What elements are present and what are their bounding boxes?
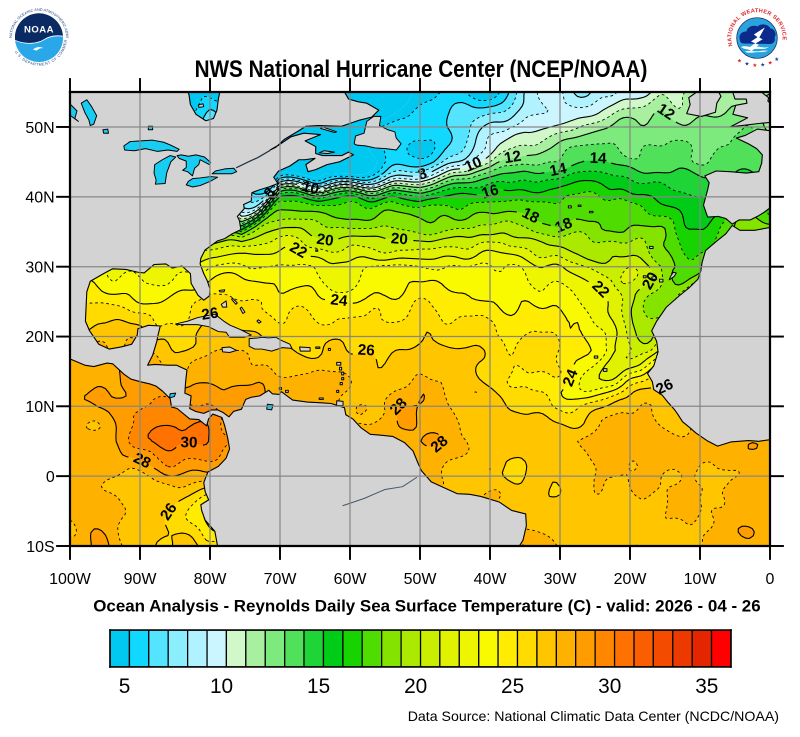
svg-text:10: 10 [210, 675, 233, 698]
svg-text:★: ★ [752, 62, 757, 69]
svg-text:80W: 80W [194, 571, 228, 588]
svg-text:20: 20 [315, 231, 334, 250]
svg-text:25: 25 [501, 675, 524, 698]
svg-text:10S: 10S [26, 539, 54, 556]
svg-text:12: 12 [503, 148, 522, 167]
svg-text:18: 18 [519, 204, 542, 227]
svg-text:Ocean Analysis - Reynolds Dail: Ocean Analysis - Reynolds Daily Sea Surf… [93, 597, 760, 616]
svg-text:70W: 70W [264, 571, 298, 588]
svg-text:0: 0 [766, 571, 775, 588]
svg-text:0: 0 [46, 469, 55, 486]
svg-text:24: 24 [330, 291, 349, 310]
svg-text:30: 30 [180, 434, 197, 451]
svg-text:★: ★ [774, 56, 779, 63]
svg-text:20: 20 [390, 230, 408, 248]
svg-text:NWS National Hurricane Center: NWS National Hurricane Center (NCEP/NOAA… [195, 56, 648, 83]
svg-text:20: 20 [404, 675, 427, 698]
svg-text:30N: 30N [25, 259, 54, 276]
svg-text:10: 10 [300, 178, 321, 199]
svg-text:NOAA: NOAA [24, 25, 54, 36]
svg-text:15: 15 [307, 675, 330, 698]
svg-text:50W: 50W [404, 571, 438, 588]
svg-text:20N: 20N [25, 329, 54, 346]
svg-text:26: 26 [157, 500, 181, 524]
svg-text:40N: 40N [25, 190, 54, 207]
svg-text:24: 24 [560, 366, 582, 389]
svg-text:14: 14 [589, 150, 607, 168]
svg-text:26: 26 [653, 376, 676, 399]
svg-text:60W: 60W [334, 571, 368, 588]
svg-text:18: 18 [553, 214, 576, 236]
svg-text:26: 26 [357, 341, 375, 359]
svg-text:10: 10 [462, 153, 484, 175]
svg-text:20: 20 [639, 269, 662, 292]
svg-text:100W: 100W [49, 571, 92, 588]
svg-text:★: ★ [745, 61, 750, 68]
svg-text:★: ★ [760, 62, 765, 69]
svg-text:22: 22 [287, 239, 310, 262]
svg-text:40W: 40W [474, 571, 508, 588]
svg-text:90W: 90W [124, 571, 158, 588]
svg-text:12: 12 [654, 100, 678, 124]
svg-text:20W: 20W [614, 571, 648, 588]
svg-text:30W: 30W [544, 571, 578, 588]
svg-text:28: 28 [131, 450, 154, 473]
svg-text:35: 35 [695, 675, 718, 698]
svg-text:★: ★ [737, 58, 742, 65]
svg-text:5: 5 [119, 675, 131, 698]
svg-text:Data Source: National Climatic: Data Source: National Climatic Data Cent… [408, 709, 779, 725]
svg-text:30: 30 [598, 675, 621, 698]
svg-text:14: 14 [548, 160, 569, 180]
svg-text:50N: 50N [25, 120, 54, 137]
svg-text:10W: 10W [684, 571, 718, 588]
svg-text:★: ★ [768, 60, 773, 67]
svg-text:10N: 10N [25, 399, 54, 416]
